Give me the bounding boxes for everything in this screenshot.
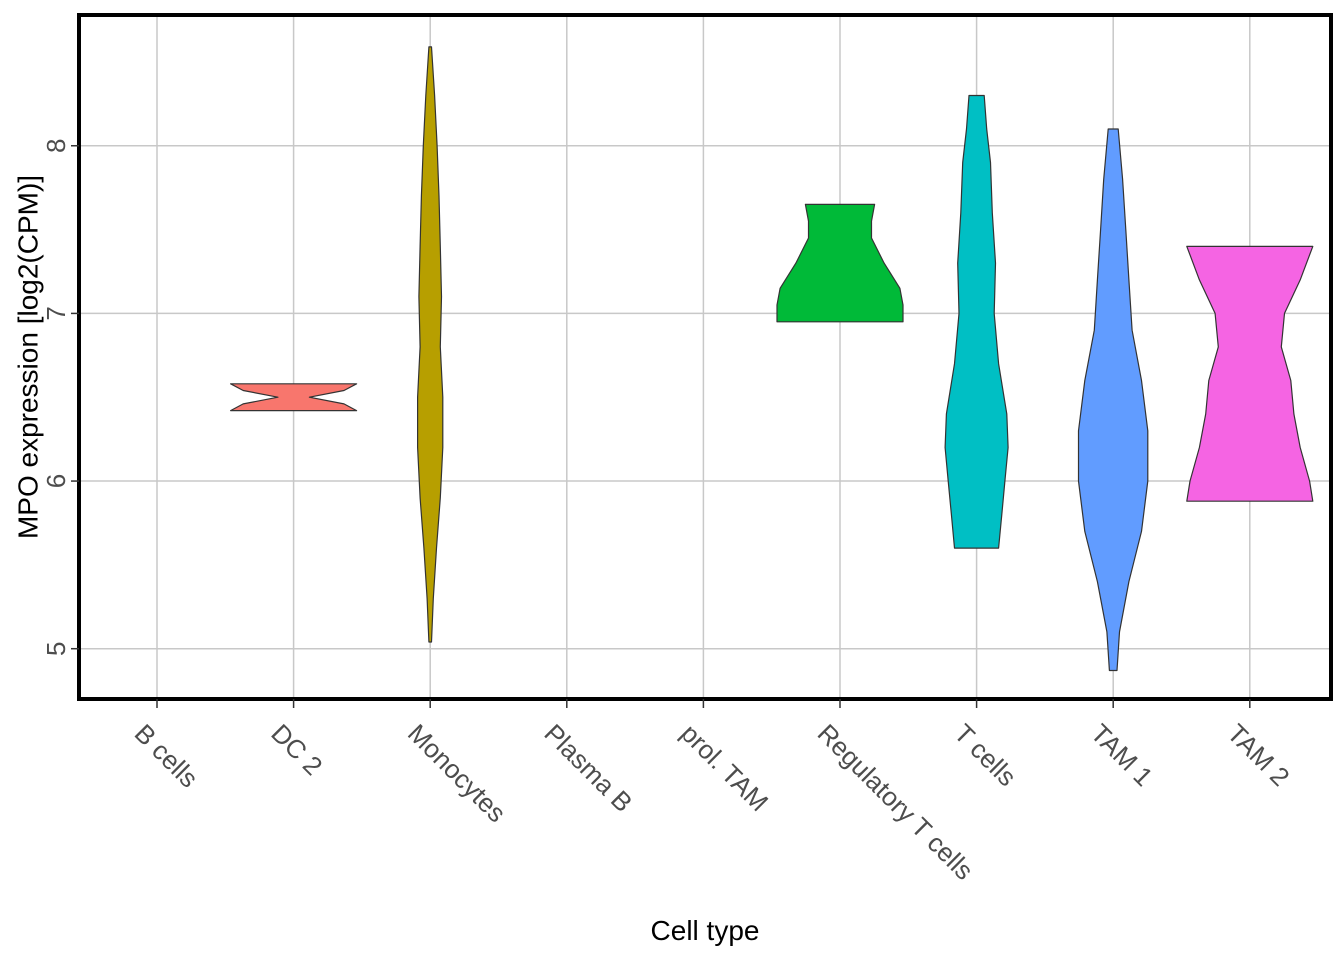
y-tick-label: 6 [41, 474, 71, 488]
violin-t-cells [944, 94, 1009, 549]
violin-regulatory-t-cells [776, 203, 904, 323]
y-tick-label: 5 [41, 641, 71, 655]
violin-tam-1 [1077, 128, 1149, 672]
y-axis-title: MPO expression [log2(CPM)] [12, 175, 43, 539]
x-axis-title: Cell type [651, 915, 760, 946]
violins [230, 46, 1314, 672]
y-tick-label: 7 [41, 306, 71, 320]
violin-monocytes [417, 46, 444, 643]
violin-dc-2 [230, 383, 358, 412]
violin-tam-2 [1186, 245, 1314, 502]
panel-border [77, 13, 1333, 701]
y-tick-label: 8 [41, 139, 71, 153]
